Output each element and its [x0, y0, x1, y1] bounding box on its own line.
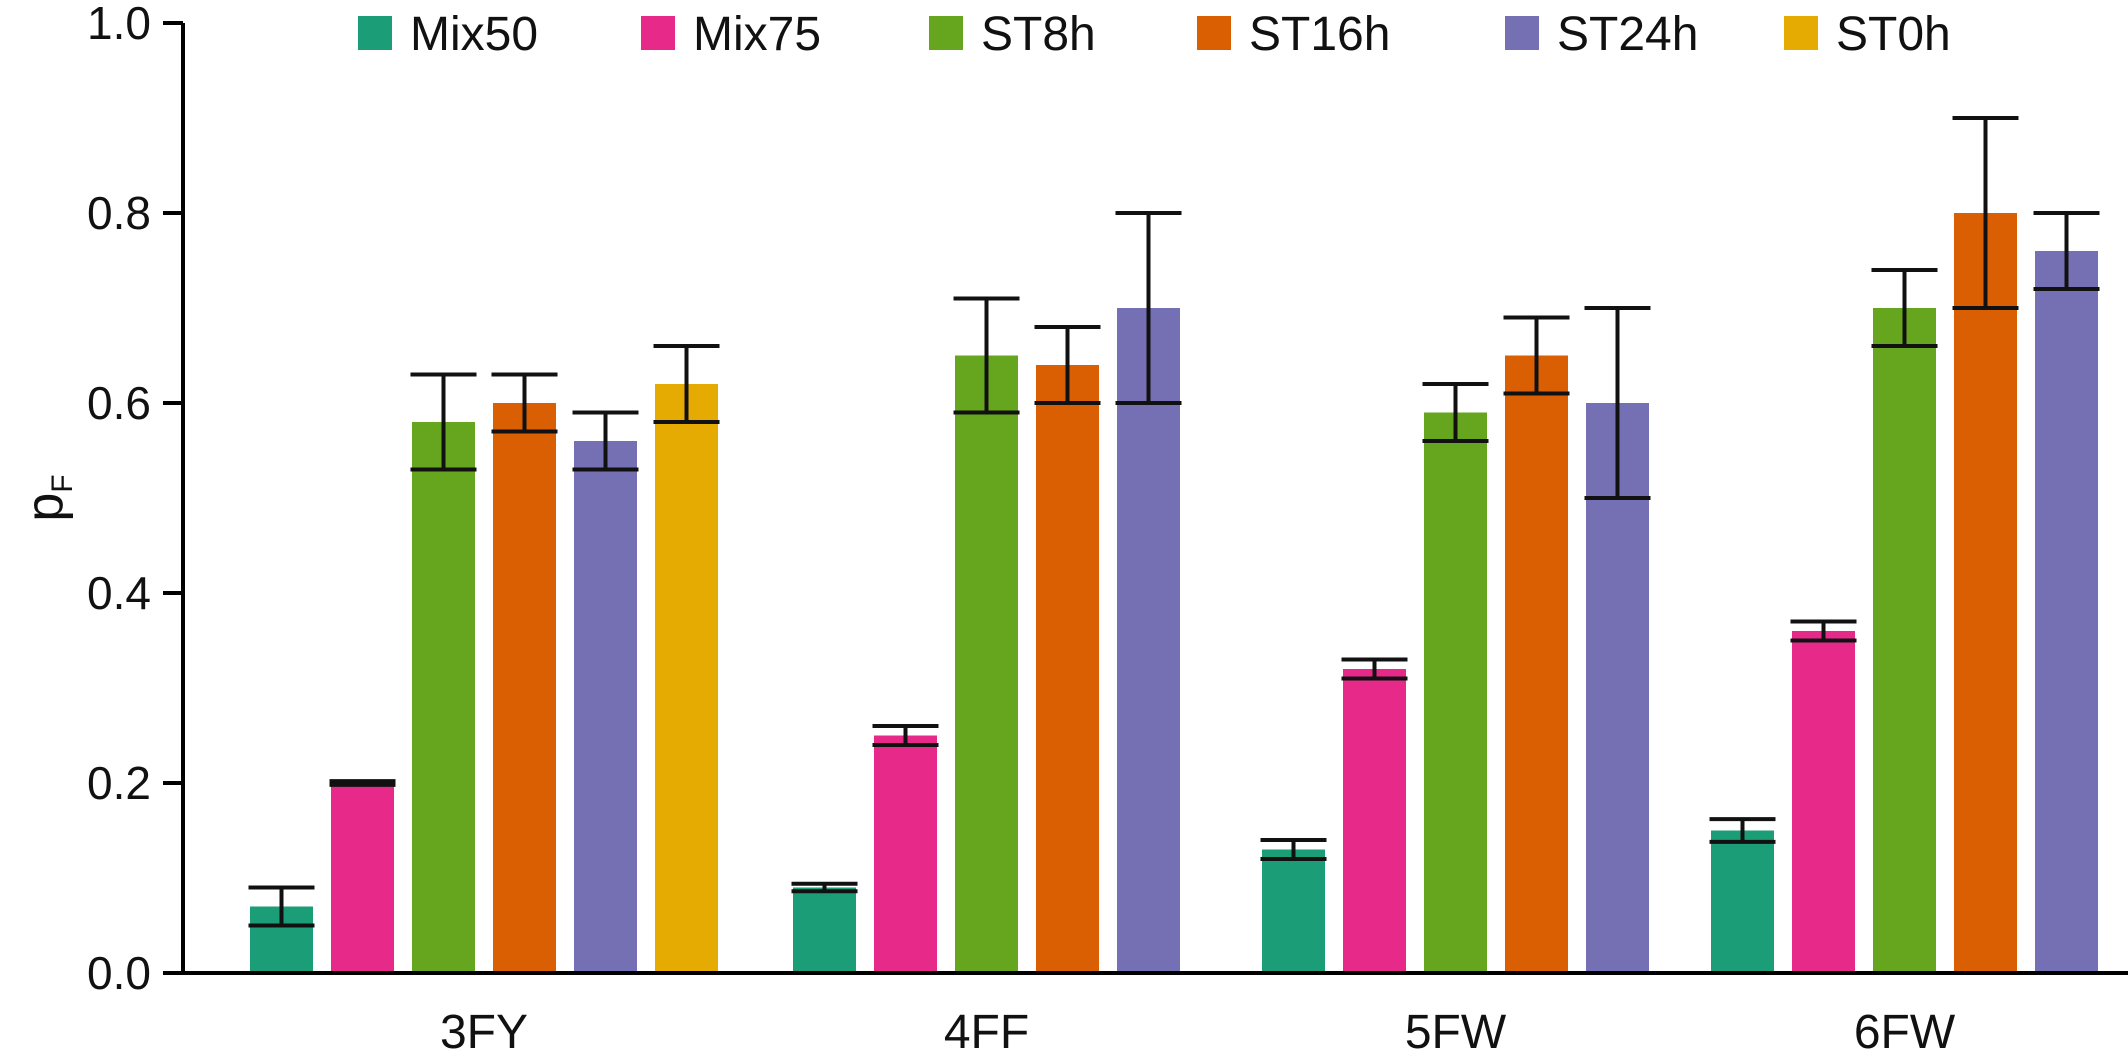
- bar-st24h-6fw: [2035, 251, 2098, 973]
- axes: [181, 23, 2128, 975]
- legend-label-st0h: ST0h: [1836, 8, 1951, 61]
- x-category-labels: 3FY 4FF 5FW 6FW: [440, 1006, 1956, 1058]
- legend-label-mix50: Mix50: [410, 8, 538, 61]
- legend-label-st24h: ST24h: [1557, 8, 1698, 61]
- bar-st8h-3fy: [412, 422, 475, 973]
- legend-swatch-st16h: [1197, 16, 1231, 50]
- bar-st24h-4ff: [1117, 308, 1180, 973]
- bar-mix75-5fw: [1343, 669, 1406, 973]
- y-ticks: 0.0 0.2 0.4 0.6 0.8 1.0: [87, 0, 183, 999]
- legend-swatch-mix50: [358, 16, 392, 50]
- bars-layer: [248, 116, 2100, 973]
- y-tick-label: 0.8: [87, 187, 151, 239]
- bar-mix50-5fw: [1262, 849, 1325, 973]
- bar-st8h-6fw: [1873, 308, 1936, 973]
- x-category-label: 5FW: [1405, 1006, 1507, 1058]
- legend-label-st8h: ST8h: [981, 8, 1096, 61]
- bar-mix50-4ff: [793, 887, 856, 973]
- legend-swatch-st8h: [929, 16, 963, 50]
- legend-swatch-st0h: [1784, 16, 1818, 50]
- y-tick-label: 0.6: [87, 377, 151, 429]
- legend-swatch-st24h: [1505, 16, 1539, 50]
- legend-label-mix75: Mix75: [693, 8, 821, 61]
- bar-mix75-3fy: [331, 783, 394, 973]
- bar-st16h-4ff: [1036, 365, 1099, 973]
- legend-label-st16h: ST16h: [1249, 8, 1390, 61]
- legend: Mix50 Mix75 ST8h ST16h ST24h ST0h: [358, 8, 1951, 61]
- bar-st16h-6fw: [1954, 213, 2017, 973]
- x-category-label: 3FY: [440, 1006, 528, 1058]
- bar-mix75-4ff: [874, 735, 937, 973]
- bar-st24h-3fy: [574, 441, 637, 973]
- bar-st16h-5fw: [1505, 355, 1568, 973]
- bar-st0h-3fy: [655, 384, 718, 973]
- y-axis-label-subscript: F: [46, 474, 79, 492]
- bar-st8h-4ff: [955, 355, 1018, 973]
- y-tick-label: 0.4: [87, 567, 151, 619]
- y-tick-label: 0.0: [87, 947, 151, 999]
- bar-mix75-6fw: [1792, 631, 1855, 973]
- y-tick-label: 0.2: [87, 757, 151, 809]
- legend-swatch-mix75: [641, 16, 675, 50]
- bar-mix50-6fw: [1711, 830, 1774, 973]
- x-category-label: 4FF: [944, 1006, 1029, 1058]
- bar-st16h-3fy: [493, 403, 556, 973]
- bar-st8h-5fw: [1424, 412, 1487, 973]
- y-axis-label: pF: [16, 474, 79, 521]
- y-tick-label: 1.0: [87, 0, 151, 49]
- y-axis-label-main: p: [16, 493, 74, 522]
- x-category-label: 6FW: [1854, 1006, 1956, 1058]
